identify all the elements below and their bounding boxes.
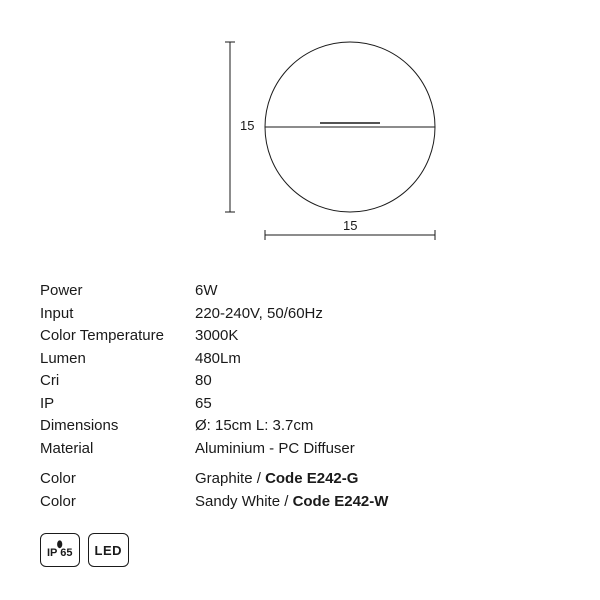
spec-value: Aluminium - PC Diffuser <box>195 438 560 461</box>
spec-value: 3000K <box>195 325 560 348</box>
spec-label: Power <box>40 280 195 303</box>
spec-row: Input 220-240V, 50/60Hz <box>40 303 560 326</box>
spec-row: Cri 80 <box>40 370 560 393</box>
spec-value: 65 <box>195 393 560 416</box>
spec-value: Ø: 15cm L: 3.7cm <box>195 415 560 438</box>
spec-label: Lumen <box>40 348 195 371</box>
color-label: Color <box>40 491 195 514</box>
ip-rating-badge: ⬮ IP 65 <box>40 533 80 567</box>
color-row: Color Sandy White / Code E242-W <box>40 491 560 514</box>
color-label: Color <box>40 468 195 491</box>
color-name: Sandy White <box>195 493 280 510</box>
spec-label: IP <box>40 393 195 416</box>
code-label: Code <box>293 493 331 510</box>
spec-value: 480Lm <box>195 348 560 371</box>
spec-row: Dimensions Ø: 15cm L: 3.7cm <box>40 415 560 438</box>
spec-table: Power 6W Input 220-240V, 50/60Hz Color T… <box>40 280 560 513</box>
code-label: Code <box>265 470 303 487</box>
spec-label: Cri <box>40 370 195 393</box>
spec-label: Color Temperature <box>40 325 195 348</box>
spec-label: Material <box>40 438 195 461</box>
color-value: Graphite / Code E242-G <box>195 468 560 491</box>
color-section: Color Graphite / Code E242-G Color Sandy… <box>40 468 560 513</box>
badge-row: ⬮ IP 65 LED <box>40 533 560 567</box>
spec-value: 6W <box>195 280 560 303</box>
spec-row: Material Aluminium - PC Diffuser <box>40 438 560 461</box>
ip-rating-text: IP 65 <box>47 548 73 559</box>
led-text: LED <box>95 544 123 557</box>
height-dim-text: 15 <box>240 118 254 133</box>
spec-row: Color Temperature 3000K <box>40 325 560 348</box>
spec-value: 220-240V, 50/60Hz <box>195 303 560 326</box>
led-badge: LED <box>88 533 130 567</box>
dimension-diagram: 15 15 <box>150 30 450 250</box>
color-row: Color Graphite / Code E242-G <box>40 468 560 491</box>
product-drawing: 15 15 <box>220 30 450 250</box>
color-name: Graphite <box>195 470 253 487</box>
spec-label: Dimensions <box>40 415 195 438</box>
spec-row: Power 6W <box>40 280 560 303</box>
width-dim-text: 15 <box>343 218 357 233</box>
spec-label: Input <box>40 303 195 326</box>
spec-row: Lumen 480Lm <box>40 348 560 371</box>
color-value: Sandy White / Code E242-W <box>195 491 560 514</box>
color-code: E242-W <box>334 493 388 510</box>
spec-value: 80 <box>195 370 560 393</box>
spec-row: IP 65 <box>40 393 560 416</box>
color-code: E242-G <box>307 470 359 487</box>
